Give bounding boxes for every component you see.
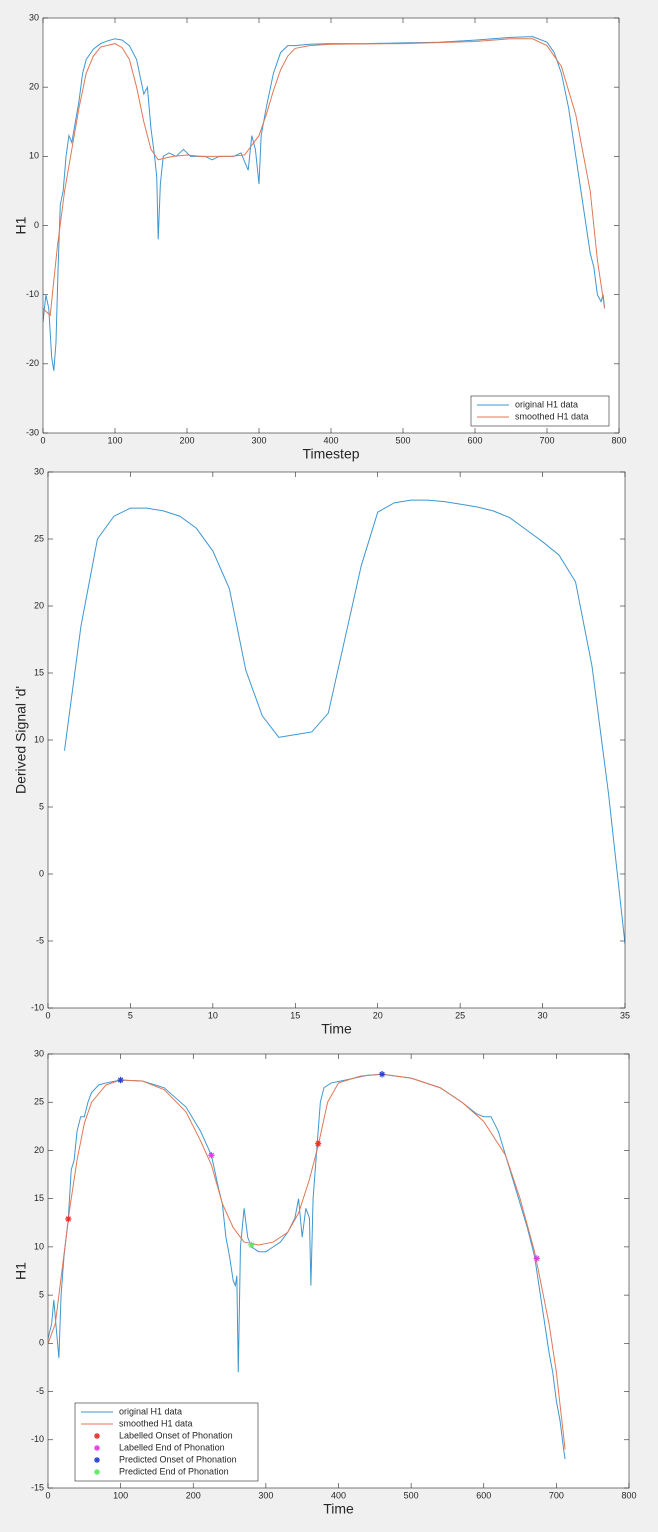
y-tick-label: 25 [34, 1097, 44, 1107]
legend-label: original H1 data [119, 1406, 182, 1416]
y-tick-label: 0 [39, 1338, 44, 1348]
series-layer [43, 36, 606, 371]
x-tick-label: 100 [113, 1490, 128, 1500]
x-tick-label: 30 [538, 1010, 548, 1020]
x-tick-label: 300 [258, 1490, 273, 1500]
chart-panel: 0 100 200 300 400 500 600 700 800 -15 -10 -5 0 5 10 15 2… [0, 1041, 658, 1532]
y-tick-label: 15 [34, 667, 44, 677]
y-tick-label: 5 [39, 1289, 44, 1299]
axes-box [47, 1053, 630, 1489]
marker [117, 1076, 124, 1084]
legend-box [74, 1402, 259, 1482]
series-line [63, 499, 625, 944]
y-axis-label: H1 [13, 216, 29, 234]
chart: 0 5 10 15 20 25 30 35 -10 -5 0 5 10 15 20 25 30 Time Deriv… [13, 466, 630, 1037]
legend-label: original H1 data [515, 399, 578, 409]
plot-area [43, 18, 619, 433]
y-tick-label: -5 [36, 935, 44, 945]
x-tick-label: 600 [476, 1490, 491, 1500]
y-axis-label: H1 [13, 1262, 29, 1280]
y-tick-label: -10 [26, 289, 39, 299]
marker [65, 1215, 72, 1223]
x-tick-label: 800 [611, 435, 626, 445]
x-tick-label: 500 [404, 1490, 419, 1500]
chart-panel: 0 100 200 300 400 500 600 700 800 -30 -20 -10 0 10 20 3… [0, 0, 658, 462]
legend-label: smoothed H1 data [515, 411, 589, 421]
y-tick-label: 20 [29, 82, 39, 92]
y-tick-label: 30 [34, 466, 44, 476]
marker [378, 1071, 386, 1078]
x-tick-label: 25 [455, 1010, 465, 1020]
x-tick-label: 700 [549, 1490, 564, 1500]
y-tick-label: 15 [34, 1193, 44, 1203]
chart: 0 100 200 300 400 500 600 700 800 -15 -10 -5 0 5 10 15 2… [13, 1048, 637, 1517]
legend-box [470, 395, 610, 427]
x-axis-label: Time [321, 1021, 352, 1037]
series-layer [48, 1071, 566, 1460]
x-tick-label: 15 [290, 1010, 300, 1020]
y-tick-label: 5 [39, 801, 44, 811]
x-tick-label: 200 [186, 1490, 201, 1500]
legend-label: smoothed H1 data [119, 1418, 193, 1428]
y-tick-label: 30 [29, 12, 39, 22]
y-tick-label: -30 [26, 427, 39, 437]
y-tick-label: 0 [39, 868, 44, 878]
x-tick-label: 800 [621, 1490, 636, 1500]
y-tick-label: -10 [31, 1002, 44, 1012]
x-tick-label: 100 [107, 435, 122, 445]
y-tick-label: 10 [34, 1241, 44, 1251]
x-tick-label: 400 [323, 435, 338, 445]
legend-label: Predicted Onset of Phonation [119, 1454, 237, 1464]
x-tick-label: 700 [539, 435, 554, 445]
x-axis-label: Time [323, 1501, 354, 1517]
legend-marker [94, 1469, 100, 1475]
marker [533, 1255, 540, 1262]
series-line [48, 1073, 566, 1460]
x-tick-label: 20 [373, 1010, 383, 1020]
legend-label: Labelled End of Phonation [119, 1442, 225, 1452]
x-axis-label: Timestep [302, 446, 359, 462]
y-tick-label: 20 [34, 600, 44, 610]
x-tick-label: 10 [208, 1010, 218, 1020]
series-line [43, 38, 606, 317]
y-tick-label: -5 [36, 1386, 44, 1396]
y-tick-label: 0 [34, 220, 39, 230]
x-tick-label: 0 [45, 1490, 50, 1500]
y-axis-label: Derived Signal 'd' [13, 686, 29, 794]
chart-panel: 0 5 10 15 20 25 30 35 -10 -5 0 5 10 15 20 25 30 Time Deriv… [0, 463, 658, 1039]
x-tick-label: 500 [395, 435, 410, 445]
chart: 0 100 200 300 400 500 600 700 800 -30 -20 -10 0 10 20 3… [13, 12, 627, 462]
axes-box [42, 17, 620, 434]
y-tick-label: -10 [31, 1434, 44, 1444]
x-tick-label: 35 [620, 1010, 630, 1020]
axes-box [47, 471, 626, 1009]
x-tick-label: 300 [251, 435, 266, 445]
y-tick-label: 25 [34, 533, 44, 543]
y-tick-label: 20 [34, 1145, 44, 1155]
y-tick-label: -15 [31, 1482, 44, 1492]
marker [248, 1241, 255, 1249]
y-tick-label: 30 [34, 1048, 44, 1058]
legend-label: Predicted End of Phonation [119, 1466, 229, 1476]
x-tick-label: 600 [467, 435, 482, 445]
plot-area [48, 472, 625, 1008]
legend-marker [94, 1445, 100, 1451]
x-tick-label: 5 [128, 1010, 133, 1020]
marker [314, 1140, 322, 1147]
x-tick-label: 400 [331, 1490, 346, 1500]
series-line [48, 1073, 566, 1450]
legend-marker [94, 1457, 100, 1463]
y-tick-label: 10 [34, 734, 44, 744]
marker [208, 1152, 215, 1159]
x-tick-label: 0 [45, 1010, 50, 1020]
y-tick-label: -20 [26, 358, 39, 368]
legend-label: Labelled Onset of Phonation [119, 1430, 233, 1440]
series-layer [63, 499, 625, 944]
y-tick-label: 10 [29, 151, 39, 161]
x-tick-label: 200 [179, 435, 194, 445]
legend-marker [94, 1433, 100, 1439]
x-tick-label: 0 [40, 435, 45, 445]
